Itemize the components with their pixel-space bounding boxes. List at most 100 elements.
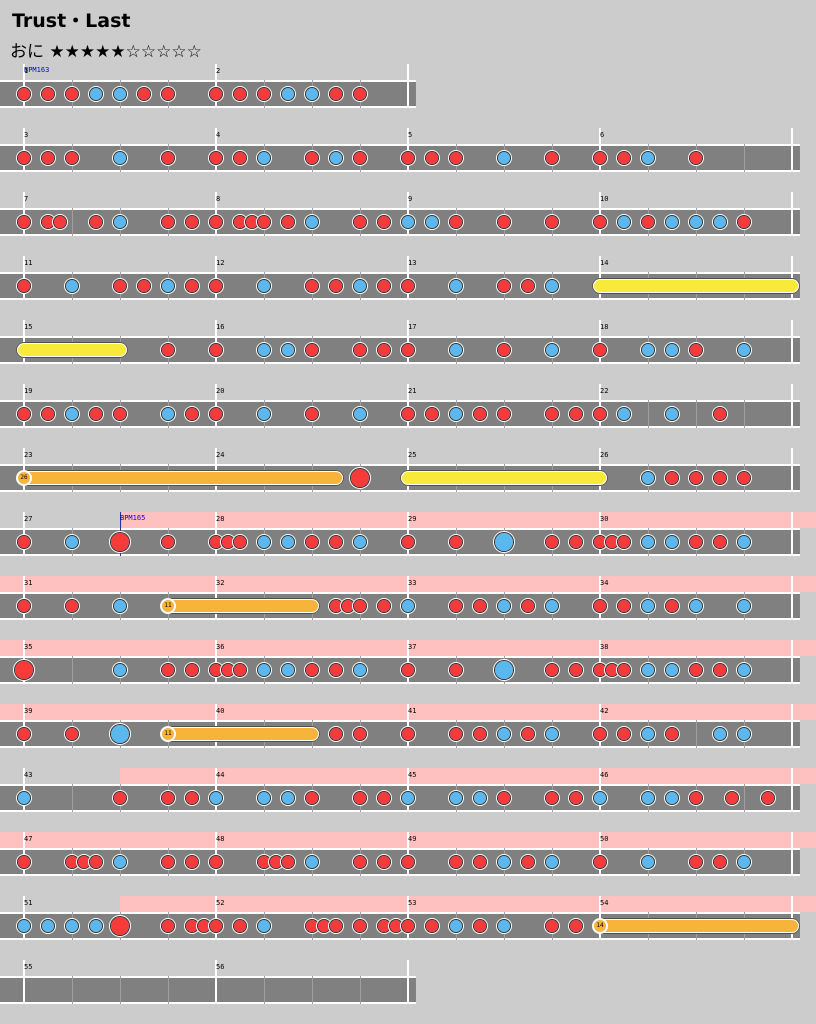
don-note [688,662,704,678]
don-note [232,662,248,678]
ka-note [112,86,128,102]
ka-note [352,662,368,678]
don-note [160,214,176,230]
don-note [640,214,656,230]
drumroll [400,470,608,486]
don-note [112,406,128,422]
big-don-note [109,531,131,553]
big-ka-note [493,531,515,553]
don-note [568,406,584,422]
don-note [328,662,344,678]
chart-row: 55 56 [0,960,816,1024]
don-note [184,854,200,870]
ka-note [544,278,560,294]
don-note [400,406,416,422]
don-note [304,662,320,678]
beat-line [72,656,73,684]
don-note [448,854,464,870]
ka-note [304,214,320,230]
chart-row: 7 8 9 10 [0,192,816,256]
measure-number: 18 [600,323,609,331]
don-note [544,662,560,678]
ka-note [112,214,128,230]
note-lane [0,976,416,1004]
don-note [208,854,224,870]
don-note [688,854,704,870]
measure-number: 22 [600,387,609,395]
bar-line [791,128,793,172]
ka-note [280,534,296,550]
don-note [736,214,752,230]
don-note [232,150,248,166]
don-note [376,854,392,870]
measure-number: 7 [24,195,29,203]
don-note [664,470,680,486]
big-don-note [109,915,131,937]
don-note [568,662,584,678]
don-note [400,534,416,550]
don-note [520,598,536,614]
don-note [304,278,320,294]
gogo-section [120,768,816,784]
ka-note [112,598,128,614]
ka-note [16,918,32,934]
ka-note [736,598,752,614]
beat-line [120,976,121,1004]
don-note [472,406,488,422]
ka-note [664,214,680,230]
measure-number: 43 [24,771,33,779]
balloon-count: 14 [592,918,608,934]
ka-note [256,150,272,166]
ka-note [544,598,560,614]
ka-note [304,854,320,870]
don-note [664,726,680,742]
ka-note [256,790,272,806]
ka-note [640,662,656,678]
chart-row: 11 12 13 14 [0,256,816,320]
don-note [304,150,320,166]
don-note [400,278,416,294]
measure-number: 50 [600,835,609,843]
don-note [592,342,608,358]
balloon-count: 11 [160,598,176,614]
don-note [736,470,752,486]
don-note [424,406,440,422]
don-note [472,918,488,934]
ka-note [40,918,56,934]
don-note [544,534,560,550]
ka-note [256,342,272,358]
ka-note [496,150,512,166]
big-ka-note [109,723,131,745]
bar-line [791,768,793,812]
measure-number: 14 [600,259,609,267]
measure-number: 42 [600,707,609,715]
don-note [16,726,32,742]
don-note [592,598,608,614]
beat-line [744,784,745,812]
don-note [352,726,368,742]
bpm-label: BPM163 [24,66,50,74]
ka-note [664,342,680,358]
ka-note [688,214,704,230]
bpm-label: BPM165 [120,514,146,522]
ka-note [16,790,32,806]
gogo-section [120,896,816,912]
ka-note [88,918,104,934]
don-note [328,534,344,550]
ka-note [736,534,752,550]
don-note [304,534,320,550]
difficulty-stars: ★★★★★☆☆☆☆☆ [49,42,202,62]
measure-number: 34 [600,579,609,587]
don-note [424,918,440,934]
ka-note [448,790,464,806]
don-note [496,790,512,806]
ka-note [112,854,128,870]
song-title: Trust・Last [12,10,131,32]
don-note [592,406,608,422]
don-note [16,598,32,614]
measure-number: 41 [408,707,417,715]
measure-number: 4 [216,131,221,139]
ka-note [352,278,368,294]
don-note [352,214,368,230]
